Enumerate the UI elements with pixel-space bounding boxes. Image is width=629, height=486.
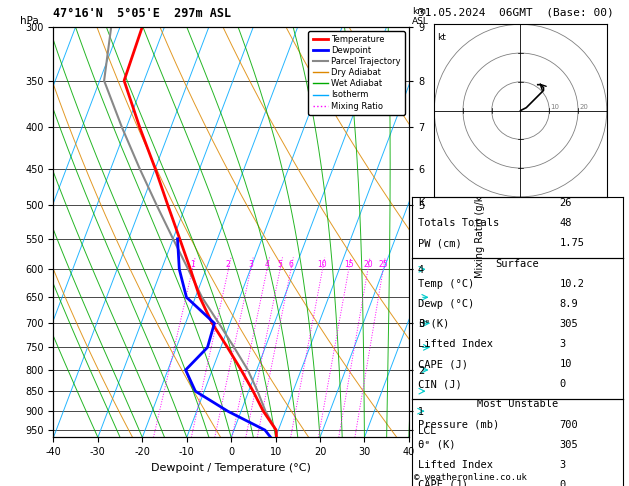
Text: 3: 3 bbox=[248, 260, 253, 269]
Text: 3: 3 bbox=[560, 339, 565, 349]
Text: 20: 20 bbox=[579, 104, 588, 110]
Text: 15: 15 bbox=[344, 260, 353, 269]
Text: 700: 700 bbox=[560, 419, 578, 430]
X-axis label: Dewpoint / Temperature (°C): Dewpoint / Temperature (°C) bbox=[151, 463, 311, 473]
Text: 47°16'N  5°05'E  297m ASL: 47°16'N 5°05'E 297m ASL bbox=[53, 7, 231, 20]
Text: Surface: Surface bbox=[496, 259, 539, 269]
Text: 20: 20 bbox=[363, 260, 372, 269]
Text: Pressure (mb): Pressure (mb) bbox=[418, 419, 499, 430]
Text: Totals Totals: Totals Totals bbox=[418, 218, 499, 228]
Text: Lifted Index: Lifted Index bbox=[418, 460, 493, 470]
Text: 26: 26 bbox=[560, 198, 572, 208]
Text: 305: 305 bbox=[560, 440, 578, 450]
Text: 2: 2 bbox=[226, 260, 231, 269]
Text: Most Unstable: Most Unstable bbox=[477, 399, 558, 409]
Text: 10: 10 bbox=[318, 260, 327, 269]
Text: km
ASL: km ASL bbox=[413, 7, 429, 26]
Text: 31.05.2024  06GMT  (Base: 00): 31.05.2024 06GMT (Base: 00) bbox=[418, 7, 614, 17]
Text: PW (cm): PW (cm) bbox=[418, 239, 462, 248]
Text: © weatheronline.co.uk: © weatheronline.co.uk bbox=[414, 473, 526, 482]
Text: K: K bbox=[418, 198, 425, 208]
Text: 0: 0 bbox=[560, 379, 565, 389]
Text: 25: 25 bbox=[378, 260, 388, 269]
Text: θᵉ(K): θᵉ(K) bbox=[418, 319, 450, 329]
Text: Dewp (°C): Dewp (°C) bbox=[418, 299, 474, 309]
Text: CAPE (J): CAPE (J) bbox=[418, 359, 469, 369]
Text: 4: 4 bbox=[265, 260, 269, 269]
Text: 1: 1 bbox=[190, 260, 195, 269]
Text: 0: 0 bbox=[560, 480, 565, 486]
Text: Temp (°C): Temp (°C) bbox=[418, 278, 474, 289]
Y-axis label: Mixing Ratio (g/kg): Mixing Ratio (g/kg) bbox=[474, 186, 484, 278]
Text: CAPE (J): CAPE (J) bbox=[418, 480, 469, 486]
Text: 5: 5 bbox=[277, 260, 282, 269]
Text: 3: 3 bbox=[560, 460, 565, 470]
Text: 10: 10 bbox=[551, 104, 560, 110]
Text: hPa: hPa bbox=[19, 16, 38, 26]
Text: 10: 10 bbox=[560, 359, 572, 369]
Text: 6: 6 bbox=[289, 260, 293, 269]
Legend: Temperature, Dewpoint, Parcel Trajectory, Dry Adiabat, Wet Adiabat, Isotherm, Mi: Temperature, Dewpoint, Parcel Trajectory… bbox=[308, 31, 404, 115]
Text: CIN (J): CIN (J) bbox=[418, 379, 462, 389]
Text: 1.75: 1.75 bbox=[560, 239, 584, 248]
Text: 305: 305 bbox=[560, 319, 578, 329]
Text: 48: 48 bbox=[560, 218, 572, 228]
Text: 10.2: 10.2 bbox=[560, 278, 584, 289]
Text: 8.9: 8.9 bbox=[560, 299, 578, 309]
Text: θᵉ (K): θᵉ (K) bbox=[418, 440, 456, 450]
Text: kt: kt bbox=[437, 33, 446, 42]
Text: Lifted Index: Lifted Index bbox=[418, 339, 493, 349]
